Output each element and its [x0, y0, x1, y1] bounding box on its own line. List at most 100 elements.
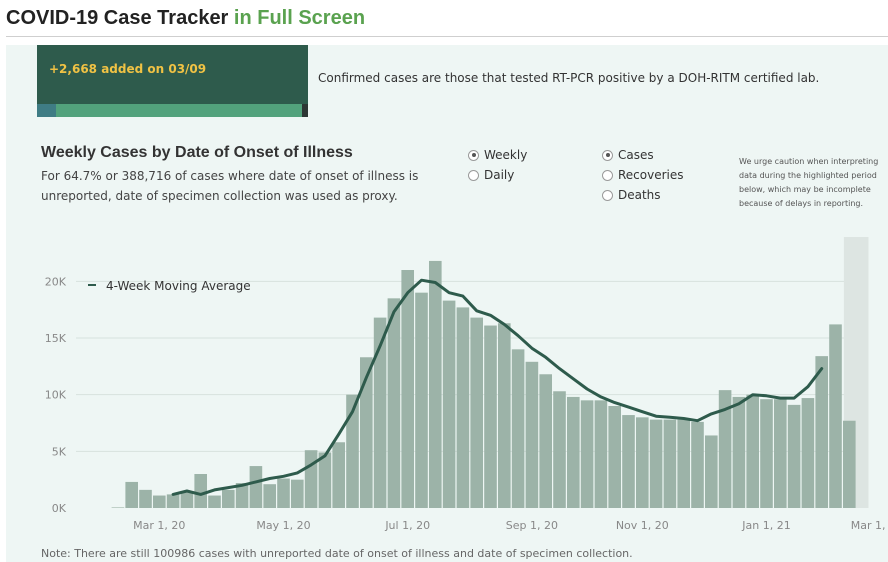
y-tick-label: 5K — [52, 445, 67, 458]
bar — [318, 452, 332, 508]
bar — [843, 420, 856, 508]
radio-cases-label: Cases — [618, 148, 654, 162]
bar — [594, 400, 608, 508]
radio-cases[interactable]: Cases — [602, 148, 654, 162]
bar — [732, 396, 746, 508]
moving-average-series — [171, 278, 824, 496]
bar — [263, 484, 276, 508]
kpi-bar-segment-dark — [302, 104, 308, 117]
kpi-bar-segment-teal — [37, 104, 56, 117]
bar — [332, 442, 345, 508]
radio-weekly[interactable]: Weekly — [468, 148, 527, 162]
bar-series — [111, 260, 856, 508]
bar — [194, 474, 207, 508]
x-tick-label: Jul 1, 20 — [384, 519, 430, 532]
radio-selected-icon[interactable] — [602, 149, 613, 161]
bar — [525, 361, 539, 508]
bar — [746, 394, 759, 508]
radio-unselected-icon[interactable] — [602, 189, 613, 201]
radio-deaths[interactable]: Deaths — [602, 188, 661, 202]
bar — [387, 298, 401, 508]
bar — [484, 325, 497, 508]
confirmed-cases-note: Confirmed cases are those that tested RT… — [318, 71, 820, 85]
bar — [511, 349, 525, 508]
bar — [636, 417, 649, 508]
bar — [718, 390, 732, 508]
bar — [705, 435, 718, 508]
full-screen-link[interactable]: in Full Screen — [233, 7, 366, 29]
bar — [470, 317, 483, 508]
bar — [774, 399, 787, 508]
radio-recoveries-label: Recoveries — [618, 168, 684, 182]
bar — [429, 260, 442, 508]
y-tick-label: 10K — [45, 389, 67, 402]
bar — [415, 292, 428, 508]
axis-ticks: 0K 5K 10K 15K 20K Mar 1, 20 May 1, 20 Jul 1, 20… — [45, 275, 888, 532]
bar — [677, 419, 690, 508]
title-text: COVID-19 Case Tracker — [6, 7, 229, 29]
x-tick-label: Mar 1, 20 — [133, 519, 185, 532]
x-tick-label: Mar 1, 21 — [851, 519, 888, 532]
bar — [801, 398, 815, 508]
bar — [139, 489, 152, 508]
bar — [663, 419, 677, 508]
kpi-added-text: +2,668 added on 03/09 — [49, 62, 207, 76]
bar — [442, 300, 456, 508]
bar — [249, 466, 263, 508]
bar — [608, 406, 621, 508]
kpi-bar-segment-green — [56, 104, 302, 117]
bar — [456, 307, 470, 508]
radio-unselected-icon[interactable] — [468, 169, 479, 181]
moving-average-line — [171, 278, 824, 496]
bar — [235, 483, 249, 508]
bar — [760, 399, 773, 508]
bar — [346, 394, 359, 508]
radio-unselected-icon[interactable] — [602, 169, 613, 181]
chart-title: Weekly Cases by Date of Onset of Illness — [41, 144, 353, 161]
bar — [649, 419, 663, 508]
bar — [304, 450, 318, 508]
radio-selected-icon[interactable] — [468, 149, 479, 161]
footnote: Note: There are still 100986 cases with … — [41, 547, 633, 560]
y-tick-label: 20K — [45, 275, 67, 288]
page-title: COVID-19 Case Tracker in Full Screen — [6, 7, 365, 30]
x-tick-label: Jan 1, 21 — [741, 519, 790, 532]
bar — [180, 492, 194, 508]
bar — [622, 415, 635, 508]
radio-weekly-label: Weekly — [484, 148, 528, 162]
bar — [222, 489, 235, 508]
bar — [360, 357, 373, 508]
legend-label-moving-average: 4-Week Moving Average — [106, 279, 251, 293]
bar — [111, 507, 125, 508]
radio-daily[interactable]: Daily — [468, 168, 514, 182]
bar — [208, 495, 221, 508]
radio-daily-label: Daily — [484, 168, 515, 182]
bar — [553, 391, 566, 508]
bar — [498, 323, 511, 508]
x-tick-label: May 1, 20 — [256, 519, 310, 532]
bar — [153, 495, 166, 508]
bar — [373, 317, 387, 508]
bar — [125, 481, 138, 508]
bar — [277, 478, 290, 508]
radio-deaths-label: Deaths — [618, 188, 661, 202]
bar — [691, 421, 704, 508]
chart-description: For 64.7% or 388,716 of cases where date… — [41, 169, 419, 203]
legend: 4-Week Moving Average — [88, 279, 251, 293]
title-divider — [6, 36, 888, 37]
bar — [567, 396, 580, 508]
radio-recoveries[interactable]: Recoveries — [602, 168, 684, 182]
bar — [787, 404, 801, 508]
x-tick-label: Sep 1, 20 — [506, 519, 558, 532]
bar — [829, 324, 842, 508]
bar — [291, 479, 304, 508]
bar — [401, 270, 414, 508]
bar — [166, 494, 180, 508]
bar — [815, 356, 828, 508]
y-tick-label: 0K — [52, 502, 67, 515]
kpi-card — [37, 45, 308, 104]
y-tick-label: 15K — [45, 332, 67, 345]
x-tick-label: Nov 1, 20 — [616, 519, 669, 532]
bar — [580, 400, 594, 508]
